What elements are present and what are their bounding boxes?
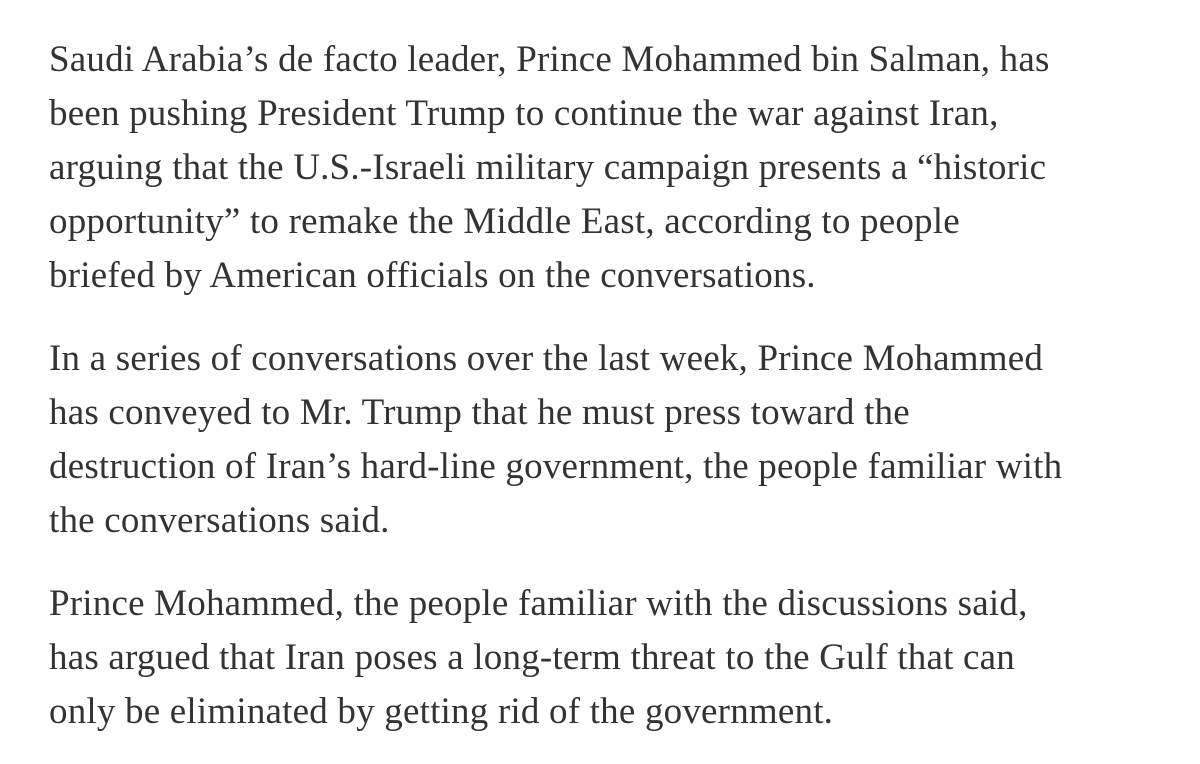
text-line: Saudi Arabia’s de facto leader, Prince M… bbox=[49, 39, 1050, 80]
text-line: only be eliminated by getting rid of the… bbox=[49, 691, 834, 732]
text-line: briefed by American officials on the con… bbox=[49, 255, 816, 296]
paragraph-1: Saudi Arabia’s de facto leader, Prince M… bbox=[49, 33, 1200, 303]
text-line: arguing that the U.S.-Israeli military c… bbox=[49, 147, 1047, 188]
paragraph-2: In a series of conversations over the la… bbox=[49, 332, 1200, 548]
paragraph-3: Prince Mohammed, the people familiar wit… bbox=[49, 577, 1200, 739]
text-line: opportunity” to remake the Middle East, … bbox=[49, 201, 960, 242]
text-line: has conveyed to Mr. Trump that he must p… bbox=[49, 392, 910, 433]
text-line: In a series of conversations over the la… bbox=[49, 338, 1044, 379]
text-line: has argued that Iran poses a long-term t… bbox=[49, 637, 1015, 678]
text-line: the conversations said. bbox=[49, 500, 390, 541]
article-body: Saudi Arabia’s de facto leader, Prince M… bbox=[49, 33, 1200, 739]
text-line: been pushing President Trump to continue… bbox=[49, 93, 999, 134]
text-line: destruction of Iran’s hard-line governme… bbox=[49, 446, 1063, 487]
text-line: Prince Mohammed, the people familiar wit… bbox=[49, 583, 1028, 624]
